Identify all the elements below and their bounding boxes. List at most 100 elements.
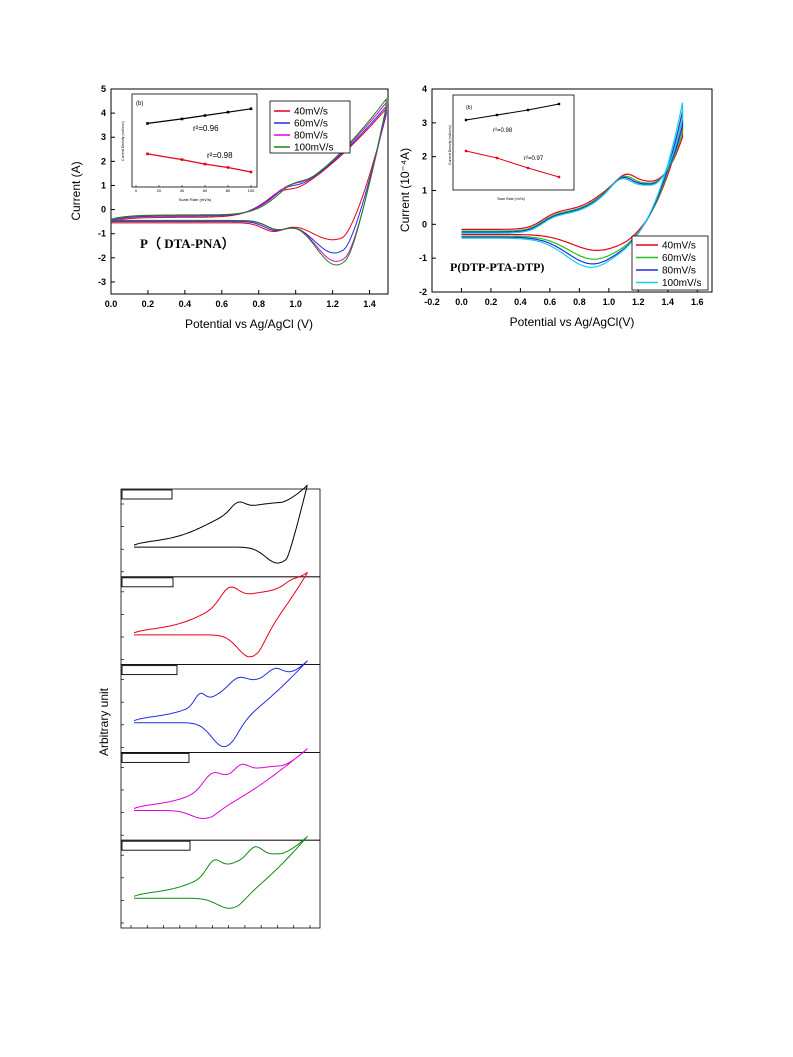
y-tick-label: -2: [98, 253, 106, 263]
right-x-ticks: -0.2 0.0 0.2 0.4 0.6 0.8 1.0 1.2 1.4 1.6: [424, 288, 704, 307]
inset-x-tick-label: 100: [248, 188, 255, 193]
stack-panel-curve: [133, 747, 308, 820]
inset-point: [203, 114, 207, 117]
stack-panel-curve: [133, 571, 308, 658]
y-tick-label: 2: [422, 152, 427, 162]
left-chart: 0.0 0.2 0.4 0.6 0.8 1.0 1.2 1.4 -3 -2 -1 0 1 2 3 4 5 Po…: [69, 84, 389, 331]
left-x-axis-label: Potential vs Ag/AgCl (V): [185, 317, 313, 331]
stack-y-axis-label: Arbitrary unit: [97, 687, 111, 756]
stack-panel-label-box: [121, 489, 173, 500]
inset-point: [526, 108, 530, 112]
left-y-ticks: -3 -2 -1 0 1 2 3 4 5: [98, 84, 115, 287]
inset-point: [180, 117, 184, 121]
left-series-curve: [110, 97, 387, 266]
y-tick-label: 1: [101, 180, 106, 190]
x-tick-label: 0.2: [485, 297, 498, 307]
x-tick-label: 0.0: [455, 297, 468, 307]
inset-point: [249, 170, 253, 174]
left-inset: (b) Scale Rate (mV/s) Current Density (m…: [121, 93, 258, 202]
inset-point: [146, 152, 149, 156]
inset-point: [464, 149, 468, 153]
stack-panel-curve: [133, 659, 308, 748]
y-tick-label: 3: [422, 118, 427, 128]
left-plot-frame: [110, 88, 389, 295]
left-inset-y-label: Current Density (mA/cm²): [121, 121, 125, 161]
right-annotation: P(DTP-PTA-DTP): [450, 260, 544, 274]
inset-point: [226, 166, 230, 169]
stack-panel-frame: [120, 839, 321, 929]
right-legend-label: 40mV/s: [662, 241, 696, 252]
right-legend-label: 100mV/s: [662, 278, 701, 289]
x-tick-label: 1.0: [289, 299, 302, 309]
x-tick-label: 0.6: [544, 297, 557, 307]
inset-point: [226, 110, 230, 114]
left-y-axis-label: Current (A): [69, 161, 83, 220]
inset-x-tick-label: 60: [203, 188, 208, 193]
y-tick-label: -1: [98, 229, 106, 239]
stack-panel-curve: [133, 484, 308, 564]
inset-x-tick-label: 0: [135, 188, 138, 193]
right-legend-label: 80mV/s: [662, 266, 696, 277]
left-x-ticks: 0.0 0.2 0.4 0.6 0.8 1.0 1.2 1.4: [105, 290, 376, 309]
y-tick-label: -1: [419, 253, 427, 263]
stack-panel-label-box: [121, 752, 190, 763]
inset-x-tick-label: 80: [226, 188, 231, 193]
y-tick-label: -3: [98, 277, 106, 287]
right-inset-y-label: Current Density (mA/cm²): [448, 125, 452, 165]
x-tick-label: 0.8: [573, 297, 586, 307]
right-y-ticks: -2 -1 0 1 2 3 4: [419, 84, 436, 297]
inset-point: [557, 175, 561, 179]
inset-point: [146, 122, 149, 125]
left-curves: [110, 97, 387, 266]
stack-panel-label-box: [121, 665, 178, 676]
left-inset-label: (b): [136, 101, 143, 107]
stack-panel-label-box: [121, 840, 191, 851]
inset-point: [203, 162, 207, 166]
stacked-chart: Arbitrary unit: [97, 484, 321, 929]
x-tick-label: 0.2: [142, 299, 155, 309]
y-tick-label: 1: [422, 186, 427, 196]
y-tick-label: 3: [101, 132, 106, 142]
inset-point: [180, 158, 184, 161]
x-tick-label: 0.4: [514, 297, 527, 307]
y-tick-label: 0: [101, 205, 106, 215]
y-tick-label: 2: [101, 156, 106, 166]
x-tick-label: 1.4: [363, 299, 376, 309]
right-x-axis-label: Potential vs Ag/AgCl(V): [510, 315, 635, 329]
x-tick-label: 1.2: [326, 299, 339, 309]
stack-panel-frame: [120, 488, 321, 578]
y-tick-label: -2: [419, 287, 427, 297]
inset-point: [495, 113, 499, 117]
stack-panel-label-box: [121, 577, 174, 588]
right-chart: -0.2 0.0 0.2 0.4 0.6 0.8 1.0 1.2 1.4 1.6 -2 -1 0 1 2 3…: [398, 84, 713, 329]
inset-fit-line: [465, 150, 560, 178]
inset-point: [249, 107, 253, 111]
left-inset-x-label: Scale Rate (mV/s): [179, 197, 212, 202]
x-tick-label: 0.8: [252, 299, 265, 309]
left-inset-r2-top: r²=0.96: [193, 124, 219, 133]
right-inset-r2-top: r²=0.98: [493, 128, 513, 134]
inset-point: [495, 156, 499, 160]
right-inset-label: (b): [466, 105, 472, 111]
x-tick-label: 0.0: [105, 299, 118, 309]
inset-point: [464, 118, 468, 122]
inset-x-tick-label: 20: [157, 188, 162, 193]
y-tick-label: 5: [101, 84, 106, 94]
inset-point: [557, 102, 561, 106]
left-legend-label: 40mV/s: [294, 107, 328, 118]
x-tick-label: 1.6: [691, 297, 704, 307]
x-tick-label: 1.0: [603, 297, 616, 307]
stack-panel-frame: [120, 576, 321, 665]
x-tick-label: 1.4: [662, 297, 675, 307]
right-series-curve: [461, 102, 684, 268]
right-curves: [461, 102, 684, 268]
x-tick-label: -0.2: [424, 297, 440, 307]
y-tick-label: 0: [422, 219, 427, 229]
x-tick-label: 0.6: [216, 299, 229, 309]
left-legend-label: 60mV/s: [294, 119, 328, 130]
inset-fit-line: [465, 103, 560, 121]
right-inset-r2-bottom: r²=0.97: [524, 156, 544, 162]
